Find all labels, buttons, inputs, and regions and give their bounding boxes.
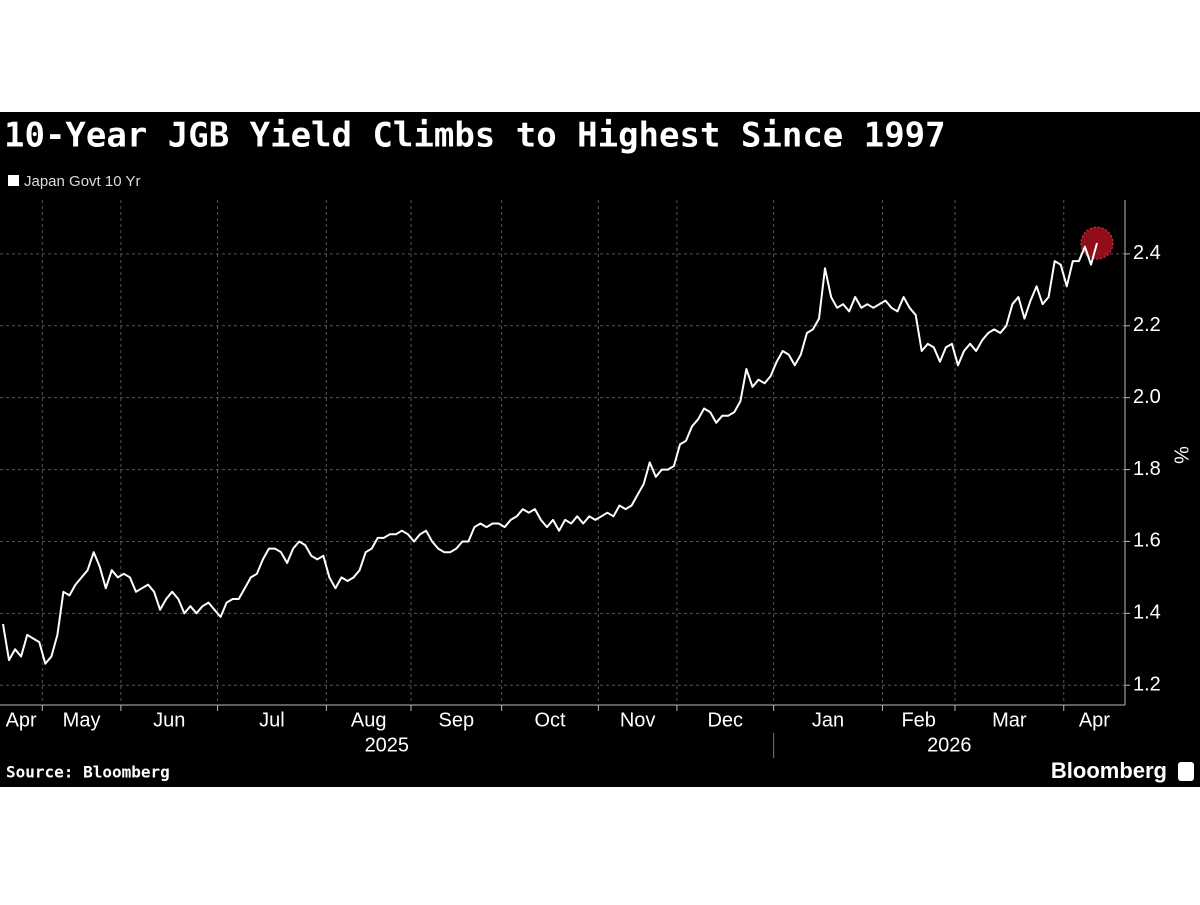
source: Source: Bloomberg — [6, 763, 170, 782]
x-tick-label: Dec — [707, 709, 743, 731]
brand: Bloomberg — [1051, 758, 1167, 783]
x-tick-label: Jun — [153, 709, 185, 731]
series-line — [2, 242, 1098, 665]
x-tick-label: Apr — [6, 709, 37, 731]
y-tick-label: 1.6 — [1133, 530, 1161, 552]
year-label: 2026 — [927, 734, 972, 756]
y-tick-label: 2.0 — [1133, 386, 1161, 408]
year-label: 2025 — [365, 734, 410, 756]
x-tick-label: Mar — [992, 709, 1027, 731]
x-tick-label: Oct — [534, 709, 566, 731]
chart-title: 10-Year JGB Yield Climbs to Highest Sinc… — [4, 116, 946, 156]
chart-background — [0, 112, 1200, 787]
brand-icon — [1178, 762, 1194, 781]
x-tick-label: Aug — [351, 709, 387, 731]
x-tick-label: May — [63, 709, 101, 731]
legend-swatch — [8, 175, 19, 186]
y-axis-label: % — [1170, 446, 1192, 464]
x-tick-label: Jan — [812, 709, 844, 731]
x-tick-label: Apr — [1079, 709, 1110, 731]
x-tick-label: Feb — [901, 709, 935, 731]
legend-label: Japan Govt 10 Yr — [24, 173, 140, 190]
x-tick-label: Nov — [620, 709, 656, 731]
y-tick-label: 1.8 — [1133, 458, 1161, 480]
y-tick-label: 2.4 — [1133, 242, 1161, 264]
y-tick-label: 2.2 — [1133, 314, 1161, 336]
x-tick-label: Jul — [259, 709, 285, 731]
y-tick-label: 1.2 — [1133, 674, 1161, 696]
x-tick-label: Sep — [439, 709, 475, 731]
y-tick-label: 1.4 — [1133, 602, 1161, 624]
